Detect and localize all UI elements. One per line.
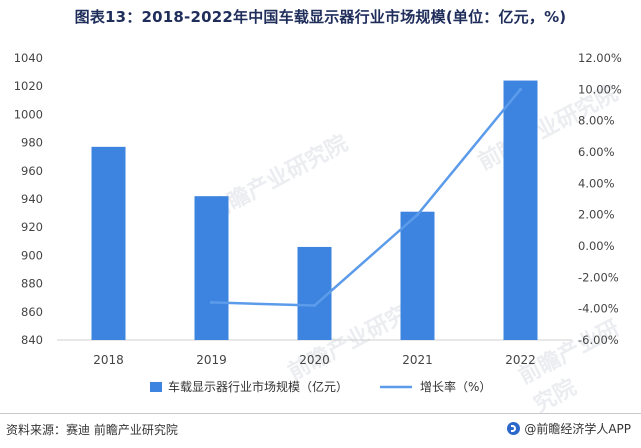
- growth-rate-point: [209, 300, 214, 304]
- growth-rate-point: [312, 303, 317, 308]
- right-axis-tick-label: 12.00%: [578, 51, 622, 65]
- growth-rate-line: [211, 88, 522, 307]
- chart-svg: 840 860 880 900 920 940 960 980 1000 1020 1040 -6.0…: [14, 51, 622, 394]
- left-axis-tick-label: 940: [21, 192, 43, 206]
- x-axis-tick-label: 2019: [196, 353, 227, 367]
- right-axis-tick-label: 6.00%: [578, 145, 615, 159]
- bar: [194, 196, 229, 340]
- right-axis-tick-label: 0.00%: [578, 239, 615, 253]
- left-axis-tick-label: 1040: [14, 51, 43, 65]
- right-axis-tick-label: -2.00%: [578, 270, 619, 284]
- left-axis-tick-label: 980: [21, 136, 43, 150]
- brand-logo-icon: [507, 422, 521, 435]
- chart-title: 图表13：2018-2022年中国车载显示器行业市场规模(单位：亿元，%): [74, 8, 567, 26]
- right-axis-tick-label: 10.00%: [578, 82, 622, 96]
- left-axis-tick-label: 860: [21, 305, 43, 319]
- x-axis-tick-label: 2018: [93, 353, 124, 367]
- growth-rate-point: [518, 87, 523, 91]
- bar: [503, 80, 538, 340]
- brand-credit: @前瞻经济学人APP: [507, 420, 631, 437]
- x-axis-tick-label: 2022: [505, 353, 536, 367]
- left-axis-tick-label: 900: [21, 248, 43, 262]
- bar: [91, 146, 126, 340]
- legend-bar-swatch: [150, 382, 162, 392]
- bar: [297, 246, 332, 340]
- left-axis-tick-label: 840: [21, 333, 43, 347]
- left-axis-tick-label: 880: [21, 277, 43, 291]
- source-note: 资料来源：赛迪 前瞻产业研究院: [6, 423, 178, 437]
- footer-divider: [0, 413, 641, 414]
- left-axis-tick-label: 1020: [14, 79, 43, 93]
- right-axis-tick-label: -6.00%: [578, 333, 619, 347]
- x-axis-tick-label: 2021: [402, 353, 433, 367]
- right-axis-tick-label: 8.00%: [578, 114, 615, 128]
- legend-line-label: 增长率（%）: [420, 379, 491, 394]
- left-axis-tick-label: 960: [21, 164, 43, 178]
- legend-bar-label: 车载显示器行业市场规模（亿元）: [168, 379, 348, 394]
- right-axis-tick-label: 2.00%: [578, 208, 615, 222]
- left-axis-tick-label: 920: [21, 220, 43, 234]
- growth-rate-point: [415, 213, 420, 217]
- bar: [400, 211, 435, 340]
- x-axis-tick-label: 2020: [299, 353, 330, 367]
- right-axis-tick-label: 4.00%: [578, 176, 615, 190]
- brand-label: @前瞻经济学人APP: [524, 422, 631, 436]
- left-axis-tick-label: 1000: [14, 107, 43, 121]
- right-axis-tick-label: -4.00%: [578, 302, 619, 316]
